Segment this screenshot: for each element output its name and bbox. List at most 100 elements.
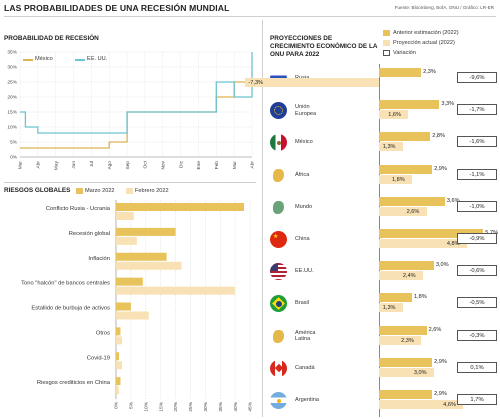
bar-anterior-brasil [379,293,412,303]
risks-x-tick: 25% [188,401,194,411]
flag-china-icon: ★ [270,231,287,248]
risk-bar-estallido-de-burbuja-de-activos-marzo-2022 [116,302,131,311]
legend-variacion-swatch [383,50,390,56]
risk-category-label: Conflicto Rusia - Ucrania [46,206,111,212]
legend-mexico-label: México [35,56,53,62]
risks-category-labels: Conflicto Rusia - Ucrania Recesión global… [21,206,111,386]
risks-x-tick: 45% [248,401,254,411]
bar-anterior-ee-uu [379,261,434,271]
brasil-globe-icon [275,300,282,307]
bar-anterior-mexico [379,132,431,142]
recession-x-tick: Oct [143,160,149,168]
recession-y-tick: 0% [10,155,18,161]
bar-actual-brasil [379,303,403,313]
recession-line-chart: 0% 5% 10% 15% 20% 25% 30% 35% Mar Abr May Jun Jul Ag… [7,50,255,170]
risk-category-label: Covid-19 [87,355,110,361]
value-anterior-africa: 2,9% [434,165,447,172]
bar-actual-mexico [379,142,403,152]
country-name-mundo: Mundo [295,203,313,210]
recession-x-tick: Ago [107,161,113,170]
mundo-shape-icon [273,200,284,214]
legend-variacion-label: Variación [393,50,416,56]
variation-ee-uu: -0,6% [457,265,497,277]
value-actual-mundo: 2,6% [406,208,420,215]
bar-actual-mundo [379,206,427,216]
risk-category-label: Tono "halcón" de bancos centrales [21,281,110,287]
value-actual-brasil: 1,3% [382,305,396,312]
projection-row-rusia: Rusia2,3%-7,3%-9,6% [245,64,500,93]
recession-y-tick: 25% [7,80,17,86]
legend-us-swatch [75,59,85,61]
bar-anterior-china [379,229,484,238]
flag-union-europea-icon [270,102,287,120]
value-actual-rusia: -7,3% [248,80,264,86]
risk-bar-riesgos-crediticios-en-china-febrero-2022 [116,386,119,395]
recession-x-tick: Mar [232,161,238,170]
value-anterior-rusia: 2,3% [423,69,436,75]
recession-y-ticks: 0% 5% 10% 15% 20% 25% 30% 35% [7,50,17,161]
value-actual-argentina: 4,6% [443,402,456,408]
risks-x-tick: 15% [158,401,164,411]
sun-icon [276,398,281,403]
risks-bar-chart: Conflicto Rusia - Ucrania Recesión global… [21,200,254,412]
bar-actual-union-europea [379,110,409,120]
bar-actual-america-latina [379,335,422,345]
variation-mundo: -1,0% [457,200,497,212]
country-name-union-europea: Unión Europea [295,104,317,117]
risk-bar-covid-19-febrero-2022 [116,361,122,370]
flag-brasil-icon [270,295,287,313]
flag-africa-icon [270,166,287,184]
value-actual-canada: 3,0% [413,369,427,376]
recession-x-tick: Abr [36,161,42,169]
projection-row-union-europea: Unión Europea 3,3% 1,6% -1,7% [264,96,500,125]
legend-febrero-label: Febrero 2022 [135,188,169,194]
recession-chart-title: PROBABILIDAD DE RECESIÓN [4,35,99,42]
value-actual-union-europea: 1,6% [388,112,402,119]
variation-canada: 0,1% [457,361,497,373]
maple-leaf-icon [274,363,283,373]
recession-x-tick: Sep [125,161,131,170]
value-actual-china: 4,8% [446,241,460,247]
recession-x-tick: Dic [178,160,184,168]
value-anterior-union-europea: 3,3% [441,101,455,108]
recession-x-tick: May [53,160,59,170]
risk-bar-recesion-global-marzo-2022 [116,227,176,236]
projection-row-america-latina: América Latina 2,6% 2,3% -0,3% [264,322,500,351]
bar-anterior-union-europea [379,100,440,110]
risk-bar-inflacion-marzo-2022 [116,252,167,261]
recession-y-tick: 30% [7,65,17,71]
risks-x-tick: 20% [173,401,179,411]
projection-row-ee-uu: EE.UU. 3,0% 2,4% -0,6% [264,257,500,286]
america-latina-shape-icon [273,329,284,343]
bar-actual-ee-uu [379,271,423,281]
projection-row-africa: África 2,9% 1,8% -1,1% [264,161,500,190]
value-anterior-mexico: 2,8% [432,133,445,140]
page-title: LAS PROBABILIDADES DE UNA RECESIÓN MUNDI… [4,3,230,13]
variation-mexico: -1,6% [457,136,497,148]
country-name-america-latina: América Latina [295,329,316,343]
risks-x-ticks: 0% 5% 10% 15% 20% 25% 30% 35% 40% 45% [114,401,254,411]
country-name-ee-uu: EE.UU. [295,268,314,275]
projection-row-china: ★China5,7%4,8%-0,9% [264,225,500,254]
variation-union-europea: -1,7% [457,104,497,116]
risk-bar-covid-19-marzo-2022 [116,352,119,361]
recession-x-tick: Nov [160,160,166,169]
country-name-china: China [295,236,310,242]
risk-bar-otros-marzo-2022 [116,327,121,336]
bar-anterior-argentina [379,390,433,399]
bar-anterior-america-latina [379,325,427,335]
flag-mexico-icon [270,134,287,152]
value-actual-ee-uu: 2,4% [402,273,416,280]
legend-febrero-swatch [126,188,133,194]
variation-rusia: -9,6% [457,72,497,83]
bar-actual-argentina [379,400,464,409]
risk-category-label: Recesión global [69,231,110,237]
recession-x-tick: Feb [214,161,220,170]
variation-america-latina: -0,3% [457,329,497,341]
legend-marzo-swatch [76,188,83,194]
country-name-canada: Canadá [295,364,315,371]
projection-row-argentina: Argentina 2,9% 4,6% 1,7% [264,386,500,415]
risks-divider [4,182,256,183]
recession-x-tick: Jul [89,161,95,167]
bar-anterior-canada [379,357,433,367]
